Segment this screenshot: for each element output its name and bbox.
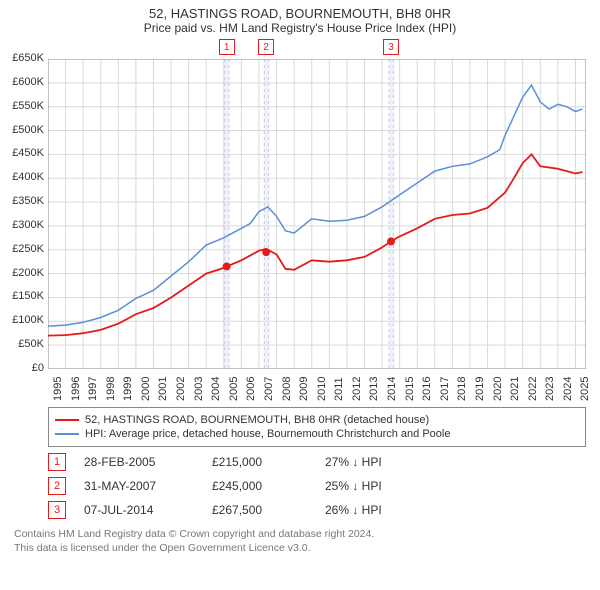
- event-date: 28-FEB-2005: [84, 455, 194, 469]
- y-axis-label: £500K: [0, 124, 44, 136]
- event-price: £245,000: [212, 479, 307, 493]
- event-delta: 27% ↓ HPI: [325, 455, 382, 469]
- footer-line-2: This data is licensed under the Open Gov…: [14, 541, 586, 555]
- x-axis-label: 2005: [228, 377, 240, 401]
- x-axis-label: 2024: [562, 377, 574, 401]
- legend-label: 52, HASTINGS ROAD, BOURNEMOUTH, BH8 0HR …: [85, 414, 429, 426]
- y-axis-label: £450K: [0, 147, 44, 159]
- y-axis-label: £0: [0, 362, 44, 374]
- x-axis-label: 2004: [210, 377, 222, 401]
- event-price: £267,500: [212, 503, 307, 517]
- y-axis-label: £550K: [0, 100, 44, 112]
- event-date: 31-MAY-2007: [84, 479, 194, 493]
- x-axis-label: 2017: [439, 377, 451, 401]
- y-axis-label: £350K: [0, 195, 44, 207]
- x-axis-label: 2009: [298, 377, 310, 401]
- x-axis-label: 2013: [368, 377, 380, 401]
- event-price: £215,000: [212, 455, 307, 469]
- event-delta: 25% ↓ HPI: [325, 479, 382, 493]
- x-axis-label: 2023: [544, 377, 556, 401]
- x-axis-label: 2000: [140, 377, 152, 401]
- events-table: 1 28-FEB-2005 £215,000 27% ↓ HPI 2 31-MAY-200…: [48, 453, 586, 519]
- event-row: 1 28-FEB-2005 £215,000 27% ↓ HPI: [48, 453, 586, 471]
- sale-marker-2: 2: [258, 39, 274, 55]
- x-axis-label: 1998: [105, 377, 117, 401]
- x-axis-label: 2015: [404, 377, 416, 401]
- x-axis-label: 2020: [492, 377, 504, 401]
- title-line-2: Price paid vs. HM Land Registry's House …: [4, 21, 596, 35]
- x-axis-label: 2018: [456, 377, 468, 401]
- footer-line-1: Contains HM Land Registry data © Crown c…: [14, 527, 586, 541]
- legend-swatch: [55, 419, 79, 421]
- x-axis-label: 1997: [87, 377, 99, 401]
- event-delta: 26% ↓ HPI: [325, 503, 382, 517]
- x-axis-label: 2014: [386, 377, 398, 401]
- x-axis-label: 2002: [175, 377, 187, 401]
- x-axis-label: 2001: [157, 377, 169, 401]
- event-marker: 2: [48, 477, 66, 495]
- y-axis-label: £150K: [0, 290, 44, 302]
- x-axis-label: 2021: [509, 377, 521, 401]
- y-axis-label: £200K: [0, 267, 44, 279]
- sale-marker-3: 3: [383, 39, 399, 55]
- x-axis-label: 2025: [579, 377, 591, 401]
- event-marker: 3: [48, 501, 66, 519]
- x-axis-label: 2006: [245, 377, 257, 401]
- event-row: 2 31-MAY-2007 £245,000 25% ↓ HPI: [48, 477, 586, 495]
- sale-marker-1: 1: [219, 39, 235, 55]
- x-axis-label: 2016: [421, 377, 433, 401]
- footer: Contains HM Land Registry data © Crown c…: [14, 527, 586, 555]
- y-axis-label: £400K: [0, 171, 44, 183]
- event-date: 07-JUL-2014: [84, 503, 194, 517]
- y-axis-label: £600K: [0, 76, 44, 88]
- x-axis-label: 2022: [527, 377, 539, 401]
- x-axis-label: 2012: [351, 377, 363, 401]
- legend-box: 52, HASTINGS ROAD, BOURNEMOUTH, BH8 0HR …: [48, 407, 586, 447]
- x-axis-label: 2010: [316, 377, 328, 401]
- legend-swatch: [55, 433, 79, 435]
- x-axis-label: 2019: [474, 377, 486, 401]
- event-row: 3 07-JUL-2014 £267,500 26% ↓ HPI: [48, 501, 586, 519]
- legend-row: HPI: Average price, detached house, Bour…: [55, 428, 579, 440]
- y-axis-label: £250K: [0, 243, 44, 255]
- x-axis-label: 1996: [70, 377, 82, 401]
- title-line-1: 52, HASTINGS ROAD, BOURNEMOUTH, BH8 0HR: [4, 6, 596, 21]
- legend-label: HPI: Average price, detached house, Bour…: [85, 428, 450, 440]
- chart-area: £0£50K£100K£150K£200K£250K£300K£350K£400…: [48, 59, 586, 403]
- x-axis-label: 2008: [281, 377, 293, 401]
- x-axis-label: 2011: [333, 377, 345, 401]
- x-axis-label: 1995: [52, 377, 64, 401]
- y-axis-label: £300K: [0, 219, 44, 231]
- x-axis-label: 2007: [263, 377, 275, 401]
- y-axis-label: £650K: [0, 52, 44, 64]
- x-axis-label: 2003: [193, 377, 205, 401]
- chart-titles: 52, HASTINGS ROAD, BOURNEMOUTH, BH8 0HR …: [0, 0, 600, 37]
- x-axis-label: 1999: [122, 377, 134, 401]
- event-marker: 1: [48, 453, 66, 471]
- y-axis-label: £100K: [0, 314, 44, 326]
- legend-row: 52, HASTINGS ROAD, BOURNEMOUTH, BH8 0HR …: [55, 414, 579, 426]
- y-axis-label: £50K: [0, 338, 44, 350]
